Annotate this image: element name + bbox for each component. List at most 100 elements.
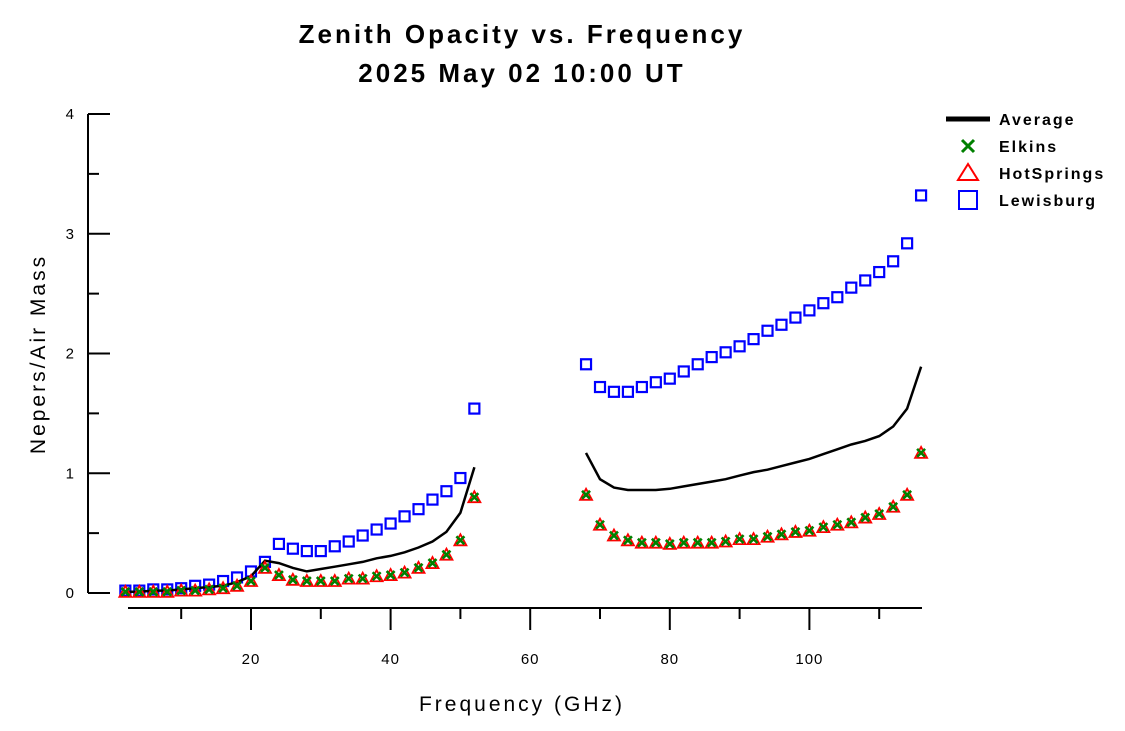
hotsprings-point [243,573,259,587]
lewisburg-point [747,333,760,346]
hotsprings-point [466,489,482,504]
hotsprings-point [341,570,357,585]
elkins-point [190,585,201,596]
lewisburg-point [789,311,802,324]
hotsprings-point [117,583,133,598]
elkins-point [329,576,340,586]
elkins-point [748,534,759,545]
elkins-point [301,576,312,586]
lewisburg-point [454,471,467,485]
hotsprings-point [229,577,245,592]
lewisburg-point [901,237,914,250]
hotsprings-point [606,527,622,542]
elkins-point [357,573,368,584]
lewisburg-point [831,291,844,304]
plot-area [117,189,929,598]
lewisburg-point [579,358,593,371]
lewisburg-point [468,402,481,415]
x-tick-label: 60 [521,651,540,668]
legend: Average Elkins HotSprings Lewisburg [946,112,1103,210]
hotsprings-point [829,516,845,531]
hotsprings-point [843,514,859,529]
hotsprings-point [871,506,887,520]
elkins-point [204,584,215,595]
hotsprings-point [815,519,831,534]
lewisburg-point [398,510,411,523]
elkins-point [720,536,731,547]
hotsprings-point [690,534,706,549]
lewisburg-point [914,189,928,202]
lewisburg-point [440,485,453,498]
hotsprings-point [438,546,454,561]
elkins-point [832,519,843,530]
legend-item-hotsprings: HotSprings [956,162,1103,183]
lewisburg-point [593,380,607,394]
hotsprings-point [397,564,413,579]
hotsprings-point [271,567,287,581]
lewisburg-point [691,358,704,371]
legend-item-elkins: Elkins [960,138,1056,156]
elkins-point [399,567,410,578]
lewisburg-point [845,281,858,294]
lewisburg-point [859,274,872,287]
elkins-point [176,585,187,596]
elkins-point [623,535,633,546]
chart-title: Zenith Opacity vs. Frequency [299,19,746,49]
x-tick-label: 100 [795,651,823,668]
lewisburg-point [426,493,439,506]
hotsprings-point [369,568,385,583]
elkins-point [385,570,396,580]
elkins-point [888,501,899,512]
lewisburg-point [272,537,286,551]
elkins-point [734,534,745,545]
elkins-point [916,447,926,458]
hotsprings-point [746,531,762,546]
hotsprings-point [620,532,636,547]
y-tick-label: 4 [66,106,75,123]
lewisburg-point [342,535,355,548]
elkins-point [706,537,717,548]
lewisburg-point [705,350,718,364]
legend-item-average: Average [946,112,1074,129]
hotsprings-point [411,559,427,574]
elkins-point [902,489,913,500]
y-tick-label: 2 [66,346,75,363]
hotsprings-point [592,516,608,531]
elkins-point [427,558,438,568]
hotsprings-point [383,567,399,581]
hotsprings-point [173,582,189,597]
elkins-point [343,573,354,584]
hotsprings-point [355,570,371,585]
elkins-point [260,562,270,573]
hotsprings-point [578,486,594,501]
hotsprings-point [215,580,231,595]
elkins-point [595,519,605,530]
hotsprings-point [634,534,650,549]
lewisburg-point [649,376,662,389]
legend-label: Lewisburg [999,193,1097,210]
hotsprings-point [787,524,803,538]
legend-item-lewisburg: Lewisburg [958,190,1097,210]
lewisburg-point [286,542,299,555]
hotsprings-point [857,509,873,524]
lewisburg-point [817,297,830,310]
elkins-point [581,489,591,500]
average-line [584,366,923,492]
elkins-point [790,527,801,537]
elkins-point [315,576,326,586]
hotsprings-point [718,533,734,548]
elkins-point [287,574,298,585]
legend-triangle-swatch [956,162,980,181]
elkins-point [692,537,703,548]
hotsprings-point [452,532,468,547]
elkins-point [455,535,466,546]
lewisburg-point [663,372,676,385]
hotsprings-point [885,498,901,513]
lewisburg-point [761,324,774,337]
y-tick-label: 1 [66,465,75,482]
x-tick-label: 80 [660,651,679,668]
axes: 0 1 2 3 4 20 40 60 80 100 [66,106,922,668]
hotsprings-point [773,526,789,541]
hotsprings-point [145,583,161,598]
